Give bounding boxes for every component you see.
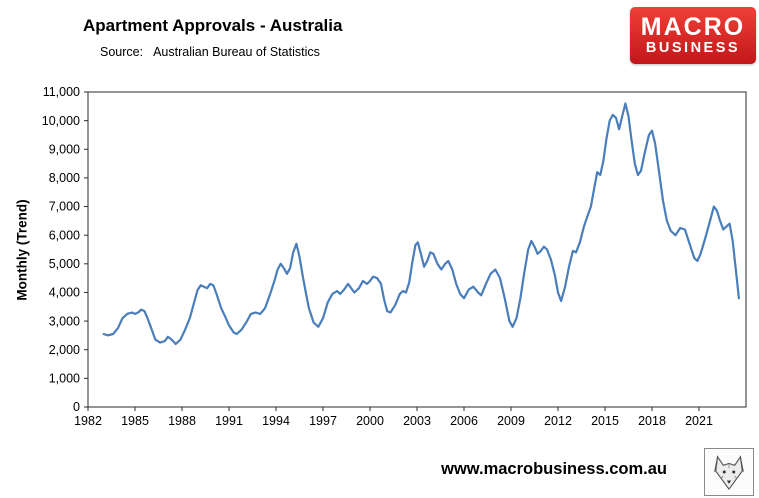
chart-header: Apartment Approvals - Australia Source: A… (83, 16, 342, 59)
page-title: Apartment Approvals - Australia (83, 16, 343, 35)
x-tick-label: 2021 (685, 414, 713, 428)
x-tick-label: 1988 (168, 414, 196, 428)
y-tick-label: 6,000 (49, 228, 80, 242)
x-tick-label: 2003 (403, 414, 431, 428)
y-tick-label: 0 (73, 400, 80, 414)
macrobusiness-logo: MACRO BUSINESS (630, 7, 756, 64)
footer-url: www.macrobusiness.com.au (441, 460, 667, 478)
y-tick-label: 1,000 (49, 372, 80, 386)
y-tick-label: 8,000 (49, 171, 80, 185)
x-tick-label: 2000 (356, 414, 384, 428)
x-tick-label: 2006 (450, 414, 478, 428)
x-tick-label: 1985 (121, 414, 149, 428)
y-axis-label: Monthly (Trend) (14, 199, 30, 301)
y-tick-label: 10,000 (42, 114, 80, 128)
x-tick-label: 1991 (215, 414, 243, 428)
y-tick-label: 2,000 (49, 343, 80, 357)
source-row: Source: Australian Bureau of Statistics (100, 45, 342, 59)
y-tick-label: 4,000 (49, 286, 80, 300)
source-value: Australian Bureau of Statistics (153, 45, 320, 59)
macrobusiness-logo-line1: MACRO (640, 13, 746, 42)
macrobusiness-logo-line2: BUSINESS (645, 40, 741, 57)
x-tick-label: 2018 (638, 414, 666, 428)
y-tick-label: 3,000 (49, 314, 80, 328)
x-tick-label: 1997 (309, 414, 337, 428)
y-tick-label: 9,000 (49, 142, 80, 156)
wolf-icon (714, 455, 744, 491)
x-tick-label: 1994 (262, 414, 290, 428)
y-tick-label: 11,000 (43, 85, 80, 99)
x-tick-label: 2015 (591, 414, 619, 428)
plot-border (87, 91, 747, 408)
x-tick-label: 1982 (74, 414, 102, 428)
source-label: Source: (100, 45, 144, 59)
x-tick-label: 2012 (544, 414, 572, 428)
y-tick-label: 7,000 (49, 200, 80, 214)
y-tick-label: 5,000 (49, 257, 80, 271)
x-tick-label: 2009 (497, 414, 525, 428)
wolf-logo-box (704, 448, 754, 496)
series-line (102, 102, 741, 346)
